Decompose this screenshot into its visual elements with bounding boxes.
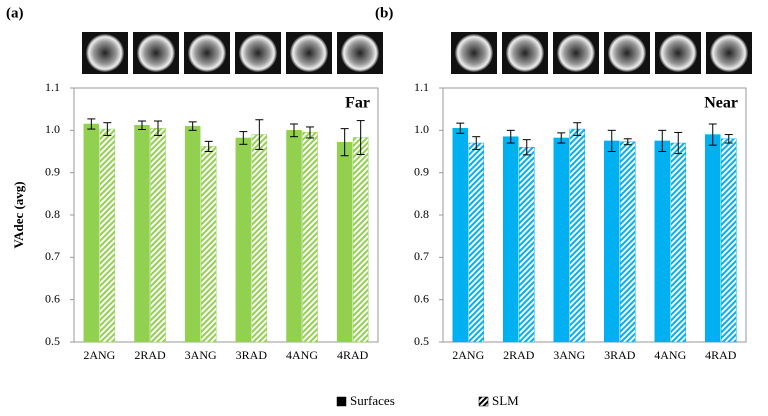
error-bar [674,131,683,155]
error-bar [557,132,566,144]
x-tick-label: 2ANG [452,348,484,362]
error-bar [573,122,582,136]
bar [468,142,484,343]
y-tick-label: 0.8 [45,207,60,221]
x-tick-label: 4ANG [654,348,686,362]
y-tick-label: 0.5 [414,334,429,348]
thumbnail-disc [659,34,697,72]
error-bar [522,139,531,156]
error-bar [724,134,733,144]
thumbnail-disc [710,34,748,72]
bar [235,137,252,343]
thumbnail-disc [608,34,646,72]
thumbnail-disc [137,34,175,72]
error-bar [154,120,162,136]
bar [150,127,166,343]
thumbnail-disc [341,34,379,72]
y-tick-label: 0.6 [45,291,60,305]
error-bar [356,120,365,155]
error-bar [239,131,248,145]
legend-swatch [478,396,489,407]
y-tick-label: 0.8 [414,207,429,221]
error-bar [708,123,717,146]
thumbnail-disc [455,34,493,72]
x-tick-label: 2RAD [503,348,535,362]
bar [569,128,585,343]
y-tick-label: 1.0 [45,122,60,136]
x-tick-label: 3RAD [236,348,268,362]
bar [721,138,737,343]
error-bar [607,129,616,152]
thumbnails [82,32,752,74]
thumbnail-disc [239,34,277,72]
y-tick-label: 0.7 [45,249,60,263]
error-bar [456,122,465,134]
thumbnail-disc [188,34,226,72]
error-bar [103,122,112,136]
bar [553,137,569,343]
bar [452,127,468,343]
thumbnail-disc [290,34,328,72]
bar [184,125,201,343]
error-bar [204,140,213,152]
y-tick-label: 0.9 [414,164,429,178]
y-tick-label: 1.1 [45,80,60,94]
error-bar [658,129,667,152]
plot-area [73,87,379,343]
plot-area [442,87,747,343]
bar [83,123,100,343]
bar [352,137,369,343]
y-axis-label: VAdec (avg) [11,181,26,248]
bar [99,128,116,343]
bar [519,147,535,343]
panel-label: (a) [6,5,24,21]
error-bar [506,129,515,144]
bar [134,125,150,343]
error-bar [188,121,197,131]
error-bar [87,118,96,130]
thumbnail-disc [506,34,544,72]
bar [503,136,519,343]
x-tick-label: 3ANG [553,348,585,362]
bar [705,134,721,343]
x-tick-label: 2ANG [83,348,115,362]
thumbnail-disc [86,34,124,72]
bar [200,146,217,343]
panel-label: (b) [375,5,393,21]
error-bar [290,123,298,138]
thumbnail-disc [557,34,595,72]
error-bar [623,138,632,146]
error-bar [138,120,146,130]
bar [670,142,686,343]
error-bar [255,119,264,150]
x-tick-label: 4ANG [286,348,318,362]
y-tick-label: 1.1 [414,80,429,94]
x-tick-label: 3RAD [604,348,636,362]
y-tick-label: 1.0 [414,122,429,136]
x-tick-label: 3ANG [185,348,217,362]
legend-label: Surfaces [350,393,395,408]
bar [251,134,268,343]
bar [654,140,670,343]
error-bar [306,126,314,139]
annotation: Far [345,95,370,112]
x-tick-label: 2RAD [134,348,166,362]
y-tick-label: 0.6 [414,291,429,305]
bar [286,130,302,343]
legend-label: SLM [492,393,519,408]
bar [604,140,620,343]
y-tick-label: 0.7 [414,249,429,263]
bar [336,141,353,343]
bar [302,132,318,343]
x-tick-label: 4RAD [337,348,369,362]
y-tick-label: 0.5 [45,334,60,348]
y-tick-label: 0.9 [45,164,60,178]
annotation: Near [704,95,738,112]
error-bar [340,128,349,157]
legend-swatch [336,396,347,407]
bar [620,141,636,343]
error-bar [472,136,481,150]
x-tick-label: 4RAD [705,348,737,362]
